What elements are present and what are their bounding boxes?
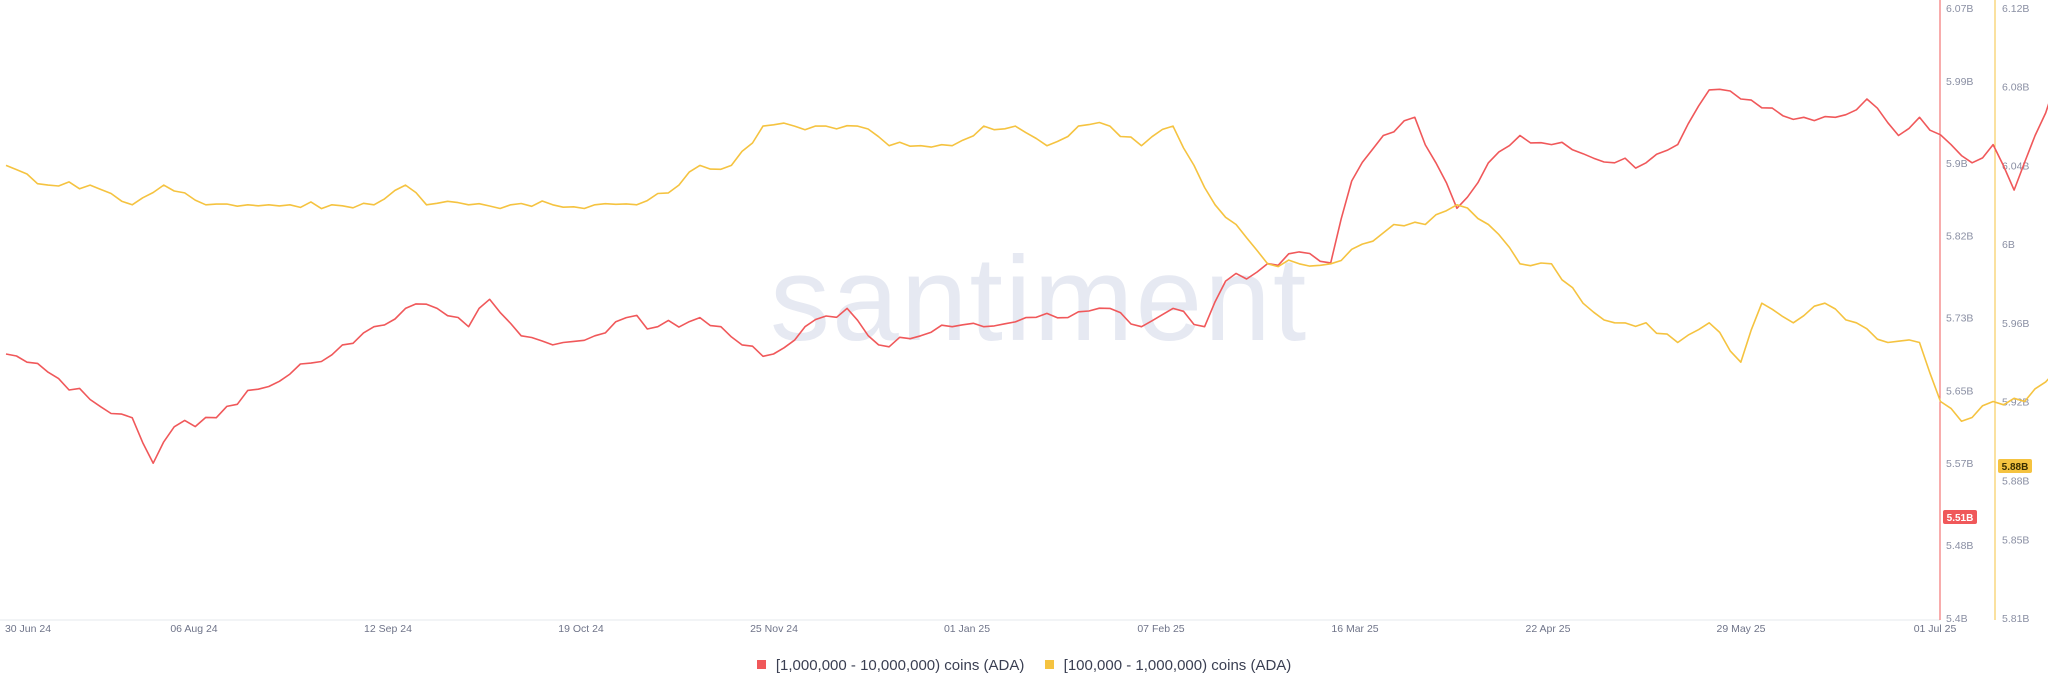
legend-swatch-red (756, 660, 766, 669)
x-tick-label: 06 Aug 24 (170, 623, 217, 635)
y-right-tick-label: 6B (2002, 239, 2015, 251)
x-tick-label: 07 Feb 25 (1137, 623, 1184, 635)
series-layer (5, 88, 2048, 465)
y-left-tick-label: 5.73B (1946, 313, 1973, 325)
y-axis-left-ticks: 5.4B 5.48B 5.57B 5.65B 5.73B 5.82B 5.9B 5.99B 6.… (1946, 3, 1973, 625)
legend-label-red: [1,000,000 - 10,000,000) coins (ADA) (775, 657, 1025, 674)
x-tick-label: 25 Nov 24 (750, 623, 798, 635)
current-value-badge-yellow: 5.88B (1998, 459, 2032, 473)
y-right-tick-label: 5.88B (2002, 475, 2029, 487)
y-left-tick-label: 6.07B (1946, 3, 1973, 15)
y-right-tick-label: 6.08B (2002, 82, 2029, 94)
legend-item-yellow[interactable]: [100,000 - 1,000,000) coins (ADA) (1044, 657, 1292, 674)
svg-text:5.51B: 5.51B (1947, 513, 1974, 524)
x-tick-label: 16 Mar 25 (1331, 623, 1378, 635)
y-left-tick-label: 5.9B (1946, 158, 1968, 170)
legend-label-yellow: [100,000 - 1,000,000) coins (ADA) (1063, 657, 1292, 674)
y-left-tick-label: 5.48B (1946, 540, 1973, 552)
x-tick-label: 01 Jul 25 (1914, 623, 1957, 635)
y-right-tick-label: 5.85B (2002, 534, 2029, 546)
x-tick-label: 22 Apr 25 (1526, 623, 1571, 635)
watermark: santiment (770, 232, 1308, 366)
legend-swatch-yellow (1044, 660, 1054, 669)
series-line-red (5, 88, 2048, 465)
y-right-tick-label: 5.81B (2002, 613, 2029, 625)
y-left-tick-label: 5.65B (1946, 385, 1973, 397)
x-tick-label: 19 Oct 24 (558, 623, 604, 635)
x-tick-label: 01 Jan 25 (944, 623, 990, 635)
y-left-tick-label: 5.57B (1946, 458, 1973, 470)
current-value-badges: 5.51B 5.88B (1943, 459, 2032, 524)
legend-item-red[interactable]: [1,000,000 - 10,000,000) coins (ADA) (756, 657, 1025, 674)
x-tick-label: 12 Sep 24 (364, 623, 412, 635)
y-right-tick-label: 6.12B (2002, 3, 2029, 15)
y-axis-right-ticks: 5.81B5.85B5.88B5.92B5.96B6B6.04B6.08B6.1… (2002, 3, 2029, 625)
series-line-yellow (5, 121, 2048, 423)
x-tick-label: 29 May 25 (1716, 623, 1765, 635)
current-value-badge-red: 5.51B (1943, 510, 1977, 524)
legend: [1,000,000 - 10,000,000) coins (ADA) [10… (0, 657, 2048, 674)
y-right-tick-label: 5.92B (2002, 397, 2029, 409)
x-tick-label: 30 Jun 24 (5, 623, 51, 635)
y-left-tick-label: 5.82B (1946, 231, 1973, 243)
y-left-tick-label: 5.99B (1946, 76, 1973, 88)
x-axis-ticks: 30 Jun 24 06 Aug 24 12 Sep 24 19 Oct 24 25 N… (5, 623, 1957, 635)
y-left-tick-label: 5.4B (1946, 613, 1968, 625)
svg-text:5.88B: 5.88B (2002, 462, 2029, 473)
y-right-tick-label: 5.96B (2002, 318, 2029, 330)
